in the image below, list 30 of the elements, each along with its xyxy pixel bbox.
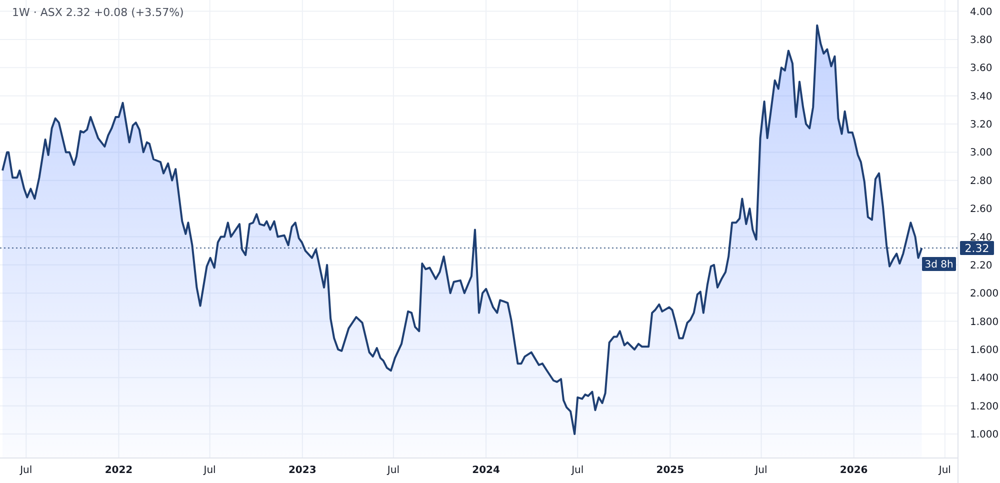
y-tick-label: 4.00 (970, 6, 992, 18)
y-tick-label: 3.20 (970, 120, 992, 131)
y-tick-label: 3.40 (970, 91, 992, 102)
y-tick-label: 2.000 (970, 288, 999, 300)
x-tick-label: Jul (938, 465, 951, 476)
x-tick-label: 2023 (288, 465, 316, 476)
x-tick-label: 2026 (840, 465, 868, 476)
x-tick-label: Jul (19, 465, 32, 476)
ref-line-label: 2.32 (964, 242, 990, 255)
y-tick-label: 1.000 (970, 430, 999, 441)
y-tick-label: 2.60 (970, 204, 992, 216)
y-tick-label: 1.200 (970, 401, 999, 412)
y-tick-label: 1.600 (970, 344, 999, 356)
x-tick-label: Jul (754, 465, 768, 476)
x-tick-label: 2024 (472, 465, 500, 476)
x-tick-label: 2025 (656, 465, 684, 476)
text: 1W · ASX 2.32 +0.08 (+3.57%) (12, 6, 184, 19)
x-tick-label: Jul (386, 465, 400, 476)
y-tick-label: 1.800 (970, 316, 999, 328)
x-tick-label: 2022 (104, 465, 133, 476)
y-tick-label: 3.00 (970, 148, 992, 159)
y-tick-label: 2.40 (970, 232, 992, 244)
y-tick-label: 2.80 (970, 176, 992, 187)
y-tick-label: 3.80 (970, 34, 992, 46)
x-tick-label: Jul (570, 465, 584, 476)
y-tick-label: 1.400 (970, 373, 999, 384)
y-tick-label: 2.20 (970, 260, 992, 272)
y-tick-label: 3.60 (970, 63, 992, 74)
x-tick-label: Jul (202, 465, 216, 476)
annotation: 3d 8h (924, 260, 954, 271)
